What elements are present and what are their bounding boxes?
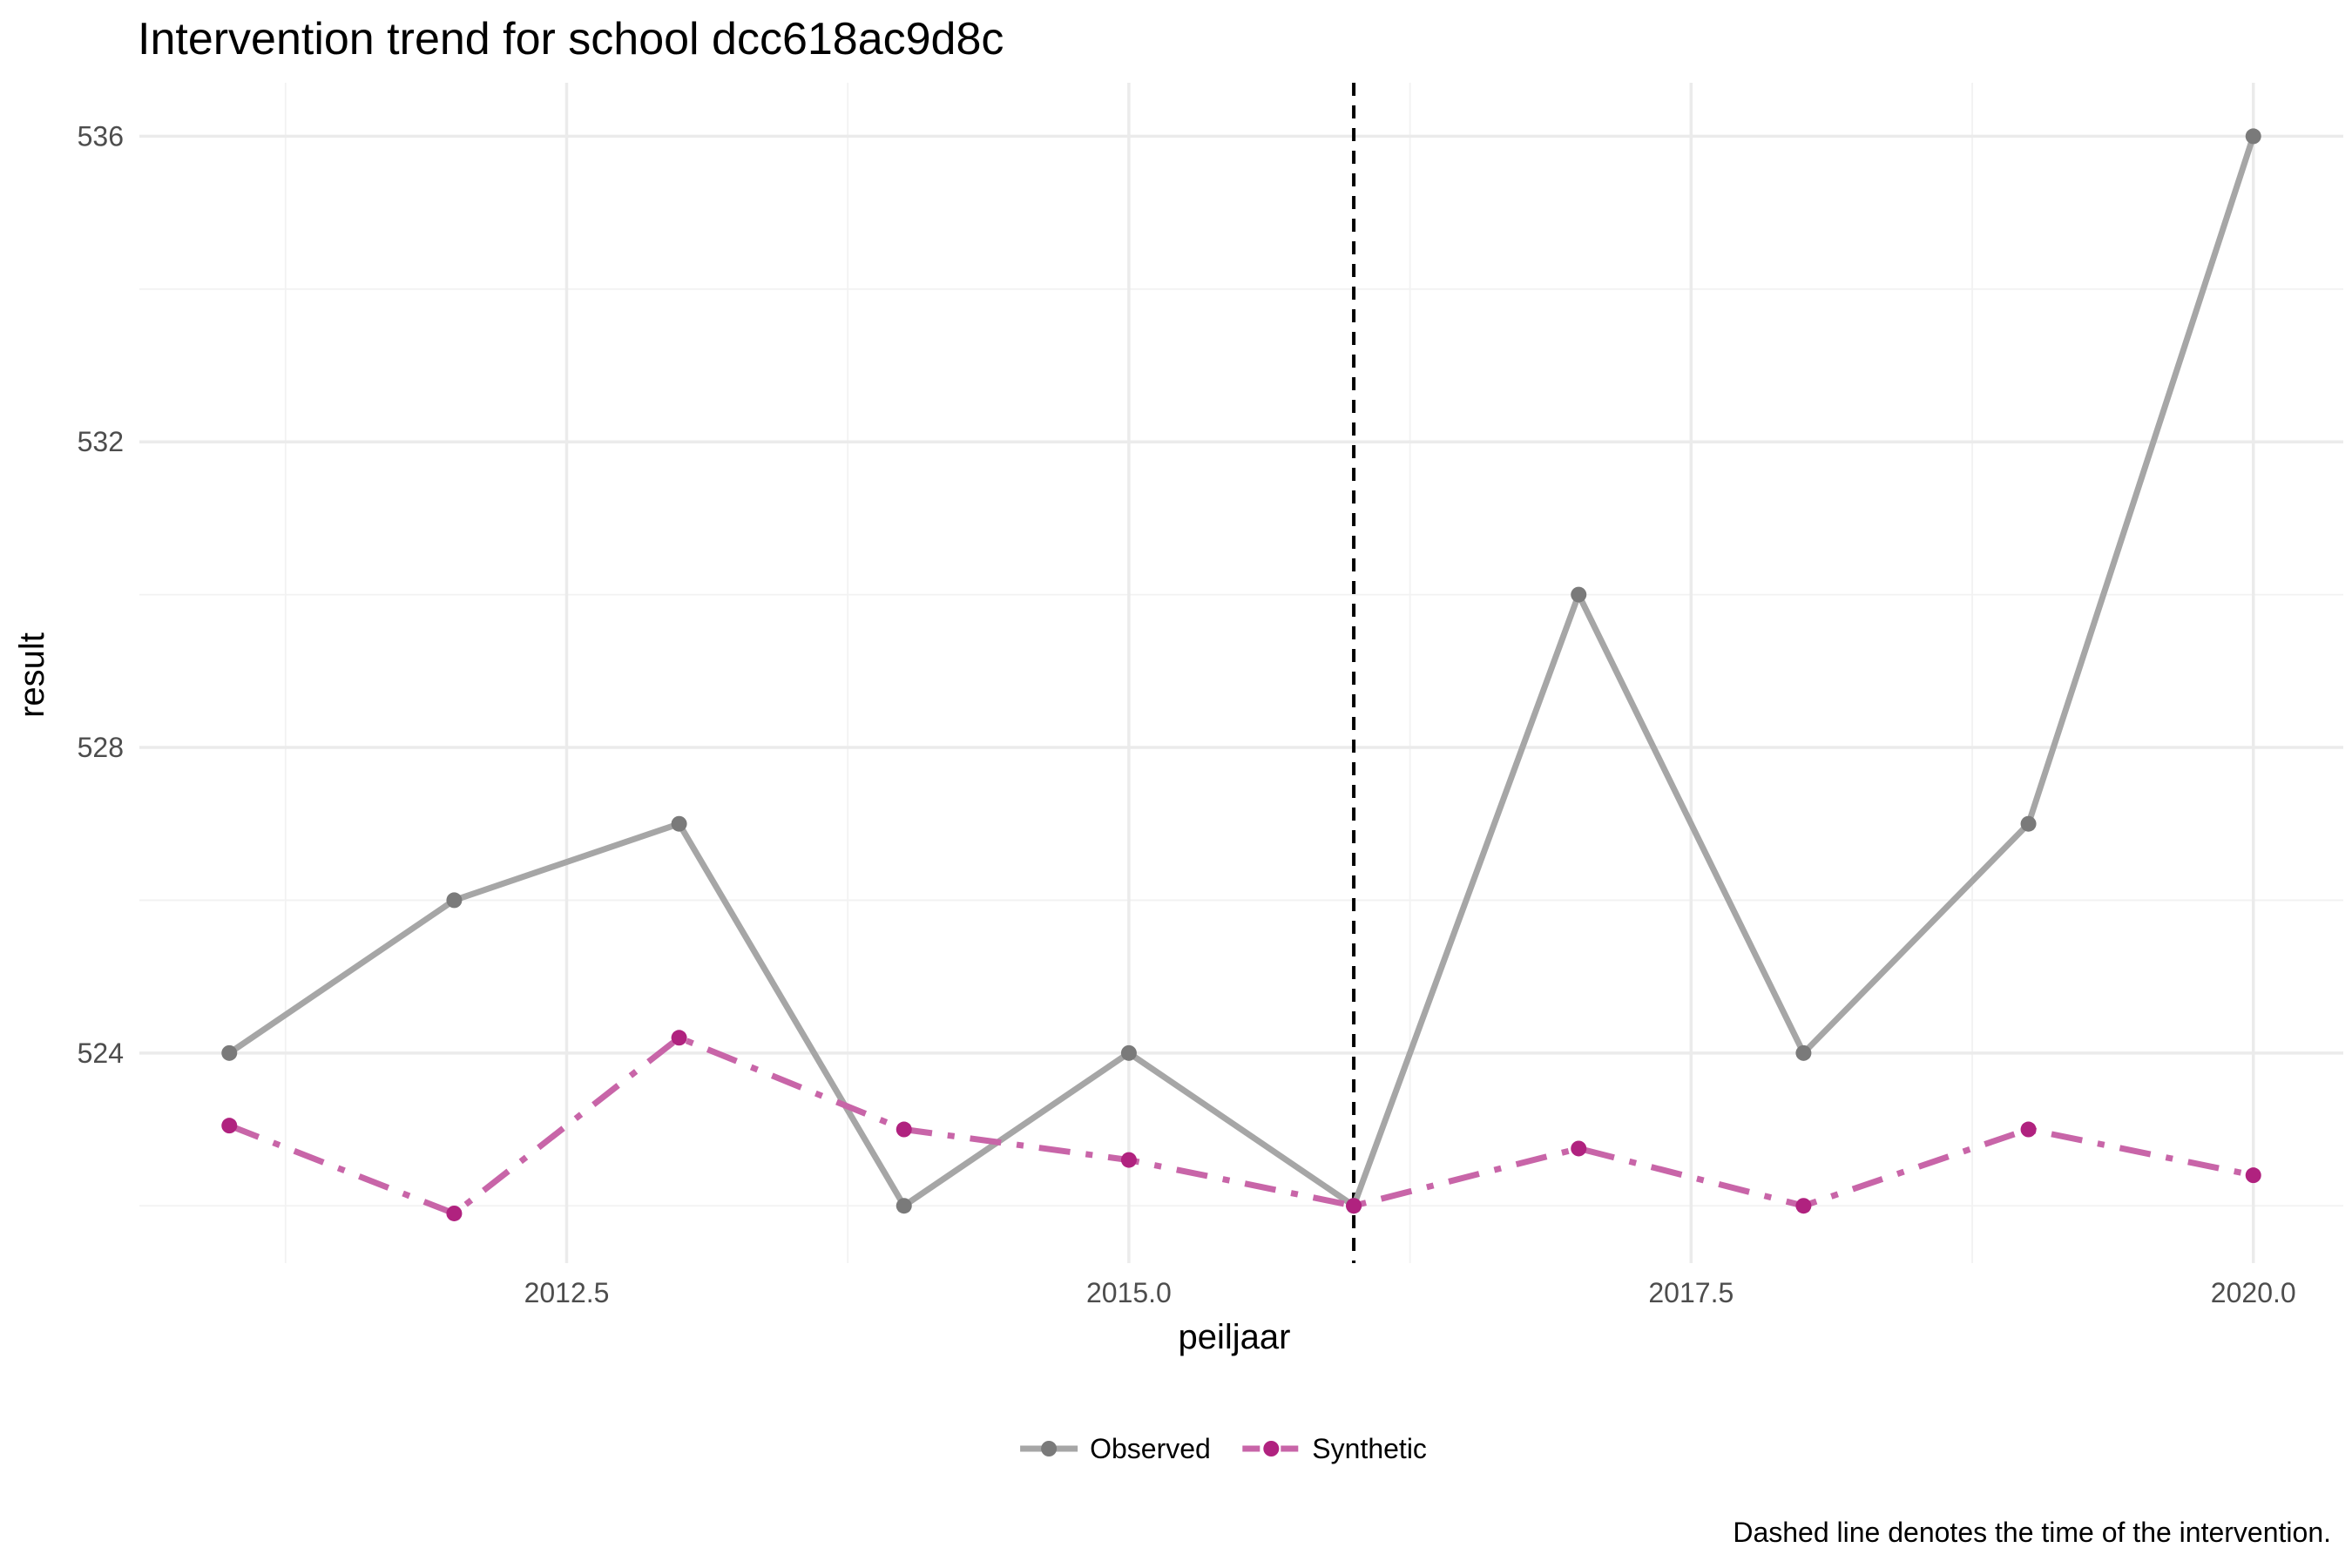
data-point-observed xyxy=(1571,586,1587,603)
x-axis-ticks: 2012.5 2015.0 2017.5 2020.0 xyxy=(524,1277,2296,1308)
chart-caption: Dashed line denotes the time of the inte… xyxy=(1733,1517,2331,1548)
series-line-observed xyxy=(227,135,2257,1209)
y-tick-label: 524 xyxy=(78,1037,124,1069)
y-axis-title: result xyxy=(13,632,51,718)
series-layer xyxy=(221,128,2261,1221)
data-point-observed xyxy=(1120,1044,1137,1061)
data-point-synthetic xyxy=(2020,1121,2037,1138)
data-point-observed xyxy=(446,892,463,909)
data-point-synthetic xyxy=(896,1121,912,1138)
y-tick-label: 528 xyxy=(78,732,124,763)
data-point-synthetic xyxy=(1346,1198,1362,1214)
x-tick-label: 2017.5 xyxy=(1648,1277,1734,1308)
data-point-observed xyxy=(896,1198,912,1214)
data-point-synthetic xyxy=(1795,1198,1812,1214)
data-point-observed xyxy=(221,1044,238,1061)
y-tick-label: 532 xyxy=(78,426,124,457)
grid-major xyxy=(139,83,2343,1263)
data-point-synthetic xyxy=(221,1118,238,1134)
legend-label-synthetic: Synthetic xyxy=(1312,1433,1427,1464)
y-tick-label: 536 xyxy=(78,120,124,152)
x-axis-title: peiljaar xyxy=(1179,1318,1291,1356)
legend: Observed Synthetic xyxy=(1020,1433,1427,1464)
x-tick-label: 2015.0 xyxy=(1086,1277,1172,1308)
legend-key-point-observed xyxy=(1041,1441,1058,1456)
data-point-synthetic xyxy=(1571,1140,1587,1157)
grid-minor xyxy=(139,83,2343,1263)
x-tick-label: 2012.5 xyxy=(524,1277,610,1308)
data-point-synthetic xyxy=(446,1205,463,1221)
legend-key-point-synthetic xyxy=(1263,1441,1280,1456)
data-point-observed xyxy=(1795,1044,1812,1061)
chart-title: Intervention trend for school dcc618ac9d… xyxy=(138,14,1004,64)
data-point-observed xyxy=(2020,815,2037,832)
x-tick-label: 2020.0 xyxy=(2211,1277,2296,1308)
data-point-synthetic xyxy=(2245,1167,2261,1184)
series-line-synthetic xyxy=(228,1034,2254,1217)
data-point-synthetic xyxy=(671,1030,687,1046)
data-point-observed xyxy=(2245,128,2261,145)
data-point-observed xyxy=(671,815,687,832)
y-axis-ticks: 524 528 532 536 xyxy=(78,120,124,1068)
legend-label-observed: Observed xyxy=(1090,1433,1211,1464)
data-point-synthetic xyxy=(1120,1152,1137,1168)
